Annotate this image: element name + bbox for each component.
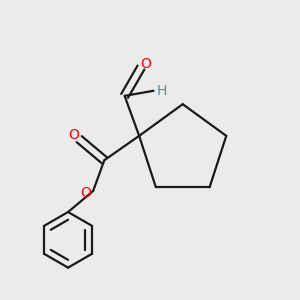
Text: H: H (157, 84, 167, 98)
Text: O: O (80, 186, 92, 200)
Text: O: O (140, 57, 151, 70)
Text: O: O (68, 128, 79, 142)
